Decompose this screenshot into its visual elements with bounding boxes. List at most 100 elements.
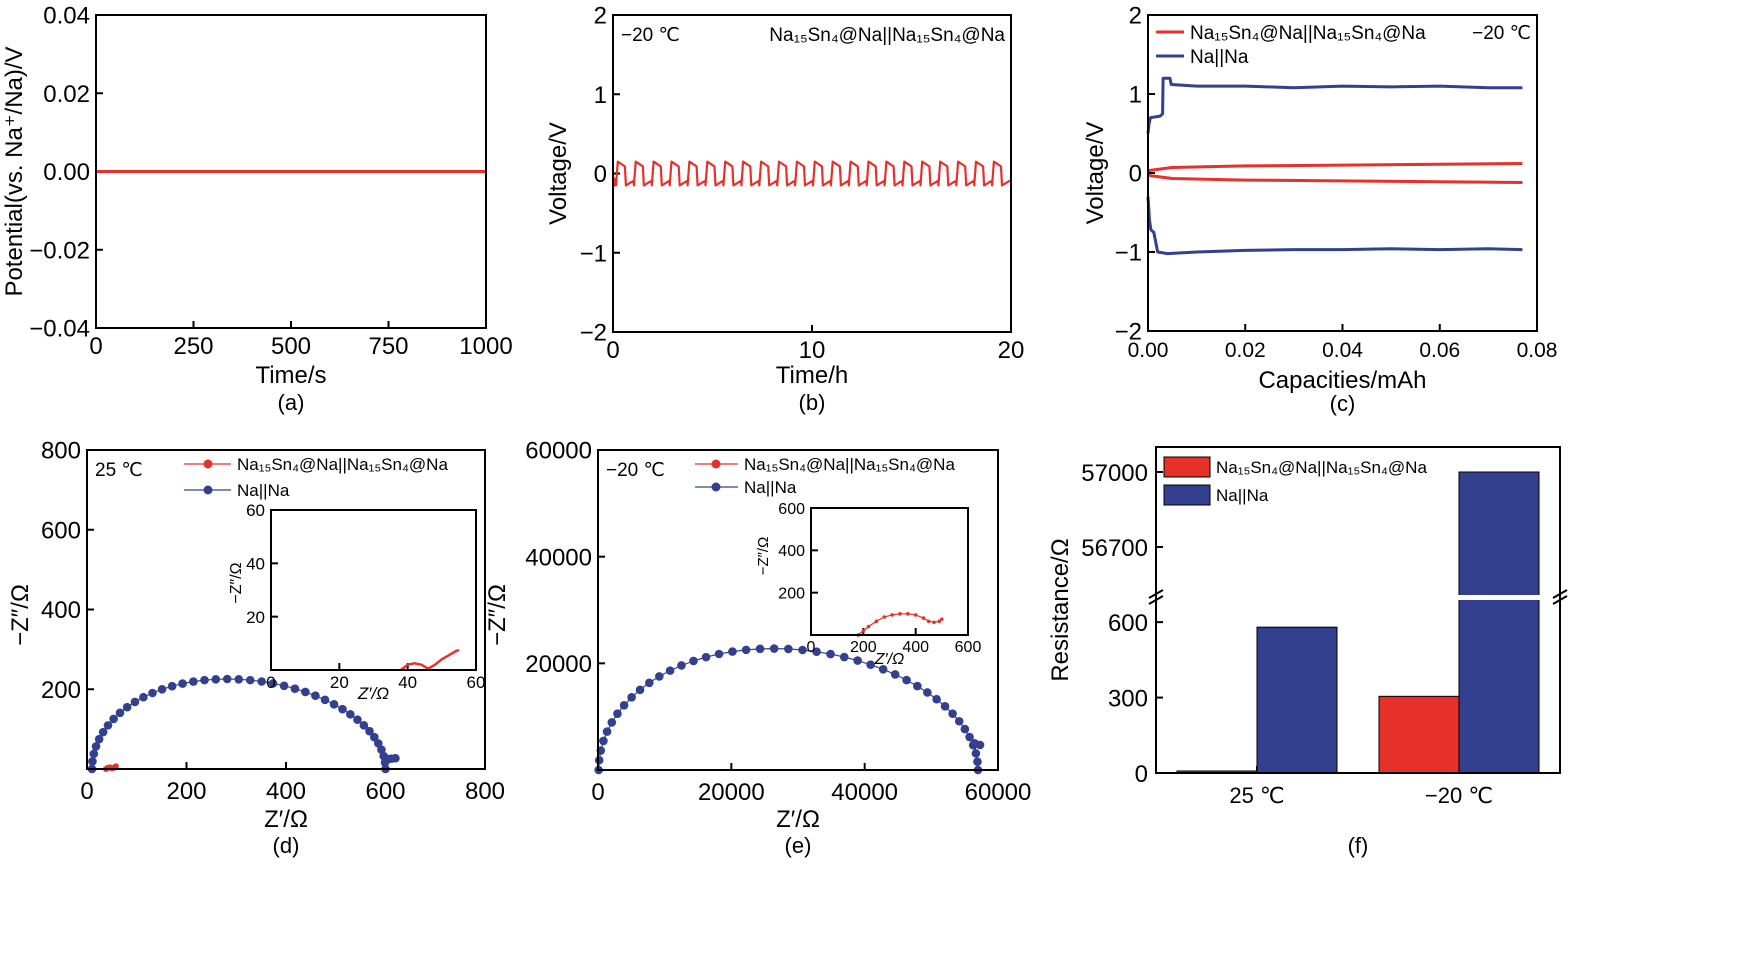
panel-e-nana-point — [812, 647, 821, 657]
panel-a-xlabel: Time/s — [255, 362, 326, 389]
panel-d-inset-xtick-label: 0 — [266, 673, 275, 692]
panel-d-xtick-label: 800 — [465, 778, 505, 805]
panel-d-nana-point — [320, 695, 330, 705]
panel-c-series-line — [1147, 162, 1523, 173]
panel-d-nana-point — [338, 704, 347, 714]
panel-e-caption: (e) — [785, 833, 812, 858]
panel-e-nana-point — [826, 649, 835, 659]
panel-e-nana-point — [594, 755, 604, 765]
panel-d-nana-point — [365, 726, 374, 736]
panel-d-inset-ytick-label: 60 — [246, 501, 265, 520]
panel-f-bar — [1458, 471, 1540, 774]
panel-a-ytick-label: 0.00 — [43, 159, 90, 186]
panel-f-ytick-label: 300 — [1108, 686, 1148, 713]
panel-d-nana-point — [98, 727, 108, 737]
panel-c-series-line — [1147, 173, 1523, 184]
panel-c-ytick-label: −2 — [1115, 319, 1142, 346]
panel-e-inset-xtick-label: 400 — [902, 639, 929, 656]
panel-b-ytick-label: −2 — [580, 320, 607, 347]
panel-e-nana-point — [890, 670, 900, 679]
panel-a-xtick-label: 250 — [173, 333, 213, 360]
panel-b-cell-label: Na₁₅Sn₄@Na||Na₁₅Sn₄@Na — [769, 25, 1005, 46]
panel-d-nana-point — [370, 732, 379, 742]
panel-e-nana-point — [973, 757, 982, 766]
panel-d-xlabel: Z′/Ω — [264, 806, 308, 833]
panel-d-nana-point — [222, 674, 232, 684]
panel-d-inset-xtick-label: 60 — [467, 673, 486, 692]
panel-d-ytick-label: 400 — [41, 597, 81, 624]
panel-a-xtick-label: 0 — [89, 333, 102, 360]
panel-f-ytick-label: 0 — [1135, 761, 1148, 788]
panel-e-xtick-label: 20000 — [698, 779, 765, 806]
panel-e-inset: 0 200 400 600 200 400 600 Z′/Ω — [778, 501, 981, 668]
panel-d-inset-ytick-label: 20 — [246, 608, 265, 627]
panel-d-inset-ytick-label: 40 — [246, 554, 265, 573]
panel-d-nana-point — [148, 688, 157, 698]
panel-d-nana-point — [359, 721, 369, 730]
panel-a-ytick-label: −0.02 — [29, 237, 90, 264]
panel-d-nana-point — [178, 679, 187, 688]
panel-d-nana-point — [115, 708, 125, 718]
panel-d-ytick-label: 800 — [41, 438, 81, 465]
panel-c-series-line — [1146, 196, 1523, 256]
panel-d-inset-frame — [270, 509, 477, 671]
panel-b-temperature-label: −20 ℃ — [621, 25, 680, 46]
panel-a-caption: (a) — [278, 390, 305, 415]
panel-e: 0 20000 40000 60000200004000060000Z′/Ω(e)−2… — [525, 438, 1031, 858]
panel-e-inset-line — [857, 613, 943, 636]
panel-e-nana-point — [960, 724, 970, 734]
panel-d-nana-point — [88, 757, 97, 766]
panel-c-xlabel: Capacities/mAh — [1258, 367, 1426, 394]
panel-f-caption: (f) — [1348, 833, 1369, 858]
panel-c-ytick-label: −1 — [1115, 240, 1142, 267]
panel-e-nana-point — [866, 660, 875, 670]
panel-d-legend-label: Na||Na — [237, 481, 290, 500]
panel-d-nana-point — [211, 674, 221, 684]
panel-d-temperature-label: 25 ℃ — [95, 460, 143, 481]
panel-f-ytick-label: 56700 — [1081, 535, 1148, 562]
panel-d-nana-point — [346, 709, 355, 719]
panel-c-legend-label: Na||Na — [1190, 47, 1249, 68]
panel-e-nana-point — [619, 700, 629, 710]
panel-e-inset-xtick-label: 0 — [807, 639, 816, 656]
panel-f-ytick-label: 600 — [1108, 610, 1148, 637]
panel-e-frame — [597, 449, 999, 771]
panel-e-nana-point — [701, 652, 711, 662]
panel-e-inset-xtick-label: 600 — [955, 639, 982, 656]
panel-d-nana-point — [290, 684, 300, 693]
panel-e-ytick-label: 60000 — [525, 438, 592, 465]
panel-d-inset-xlabel: Z′/Ω — [357, 684, 389, 703]
panel-e-inset-xlabel: Z′/Ω — [874, 651, 904, 668]
panel-c-series-line — [1146, 76, 1523, 134]
panel-b-voltage-trace — [612, 160, 1011, 187]
panel-b-xtick-label: 0 — [606, 337, 619, 364]
panel-e-nana-point — [878, 665, 888, 674]
panel-c-xtick-label: 0.02 — [1225, 339, 1266, 362]
panel-e-inset-xtick-label: 200 — [850, 639, 877, 656]
panel-b-caption: (b) — [799, 390, 826, 415]
panel-d-nana-point — [329, 700, 339, 709]
panel-b-ytick-label: 1 — [594, 82, 607, 109]
panel-e-xtick-label: 60000 — [965, 779, 1032, 806]
panel-d-legend-marker — [203, 485, 213, 495]
panel-d-nana-point — [301, 687, 310, 697]
panel-d-nana-point — [122, 702, 132, 712]
panel-f-ylabel: Resistance/Ω — [1047, 538, 1074, 681]
panel-b-xlabel: Time/h — [776, 362, 848, 389]
panel-d-nana-point — [109, 714, 118, 724]
panel-d-ylabel: −Z″/Ω — [7, 584, 34, 646]
panel-d-ytick-label: 600 — [41, 517, 81, 544]
panel-f-legend-swatch — [1163, 456, 1211, 478]
panel-d-nana-point — [391, 753, 400, 763]
panel-e-temperature-label: −20 ℃ — [606, 460, 665, 481]
panel-a-xtick-label: 500 — [271, 333, 311, 360]
panel-f-legend-label: Na||Na — [1216, 486, 1269, 505]
panel-e-nana-point — [607, 718, 617, 727]
panel-a-ytick-label: 0.04 — [43, 3, 90, 30]
panel-a-xtick-label: 750 — [368, 333, 408, 360]
panel-e-nana-point — [728, 647, 737, 656]
panel-d-frame — [86, 449, 486, 770]
panel-d-nana-point — [89, 749, 99, 759]
panel-d-nana-point — [94, 734, 104, 744]
